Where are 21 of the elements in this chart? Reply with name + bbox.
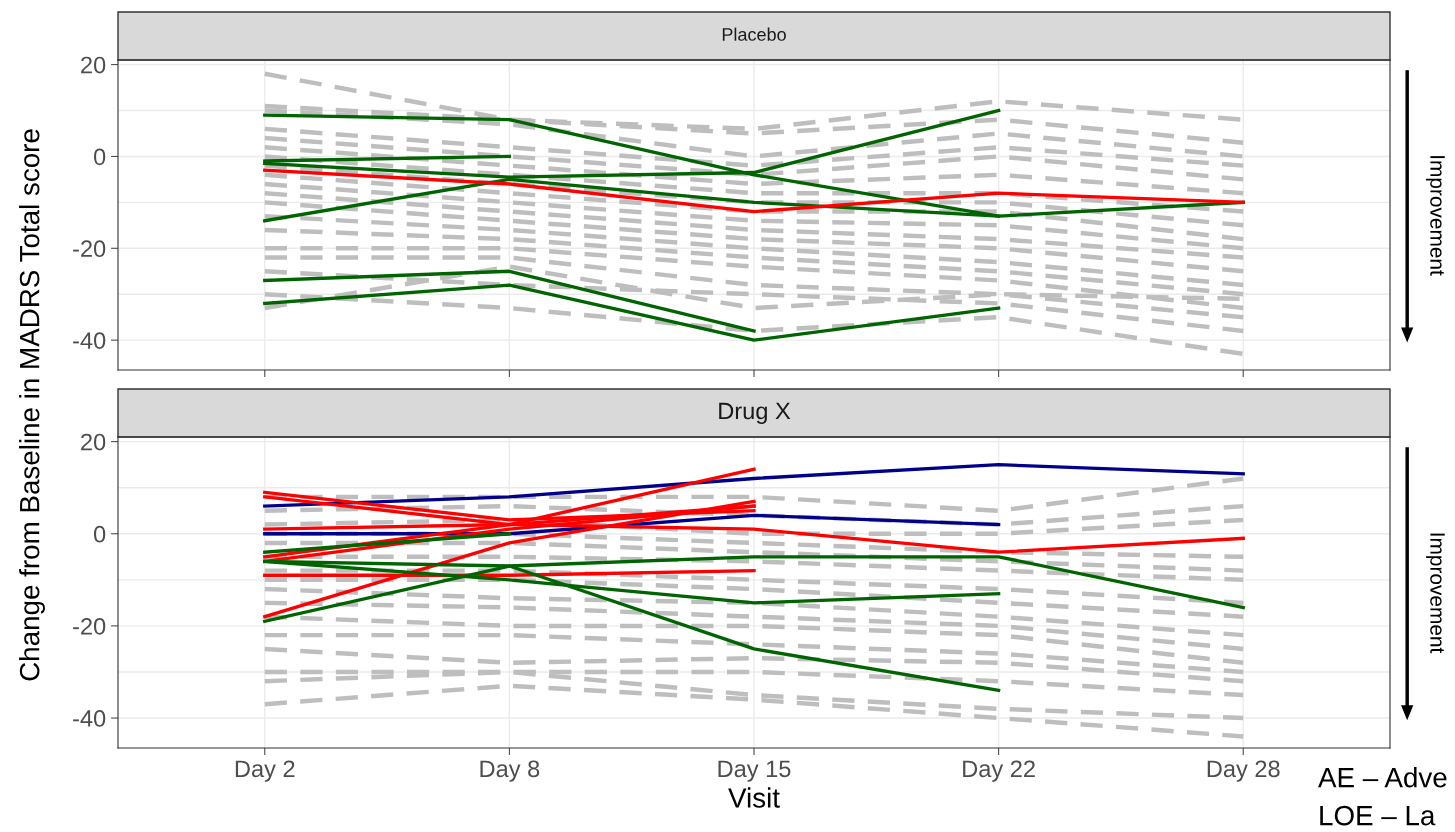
x-tick-label: Day 15 xyxy=(718,760,791,782)
y-tick-label: 0 xyxy=(93,525,106,543)
chart-title: Drug X xyxy=(719,402,791,425)
chart-title: Placebo xyxy=(722,27,786,41)
x-axis-title: Visit xyxy=(728,787,780,808)
x-tick-label: Day 8 xyxy=(480,760,540,782)
y-tick-label: 20 xyxy=(81,56,106,74)
y-axis-title: Change from Baseline in MADRS Total score xyxy=(19,129,45,681)
y-tick-label: 20 xyxy=(81,433,106,451)
y-tick-label: -20 xyxy=(73,240,106,258)
text: AE – Adve xyxy=(1318,767,1447,788)
y-tick-label: 0 xyxy=(93,148,106,166)
x-tick-label: Day 28 xyxy=(1207,760,1280,782)
text: Improvement xyxy=(1426,156,1445,276)
x-tick-label: Day 2 xyxy=(235,760,295,782)
y-tick-label: -20 xyxy=(73,617,106,635)
y-tick-label: -40 xyxy=(73,710,106,727)
x-tick-label: Day 22 xyxy=(963,760,1035,782)
text: Improvement xyxy=(1426,533,1445,654)
text: LOE – La xyxy=(1320,805,1436,826)
y-tick-label: -40 xyxy=(73,332,106,349)
